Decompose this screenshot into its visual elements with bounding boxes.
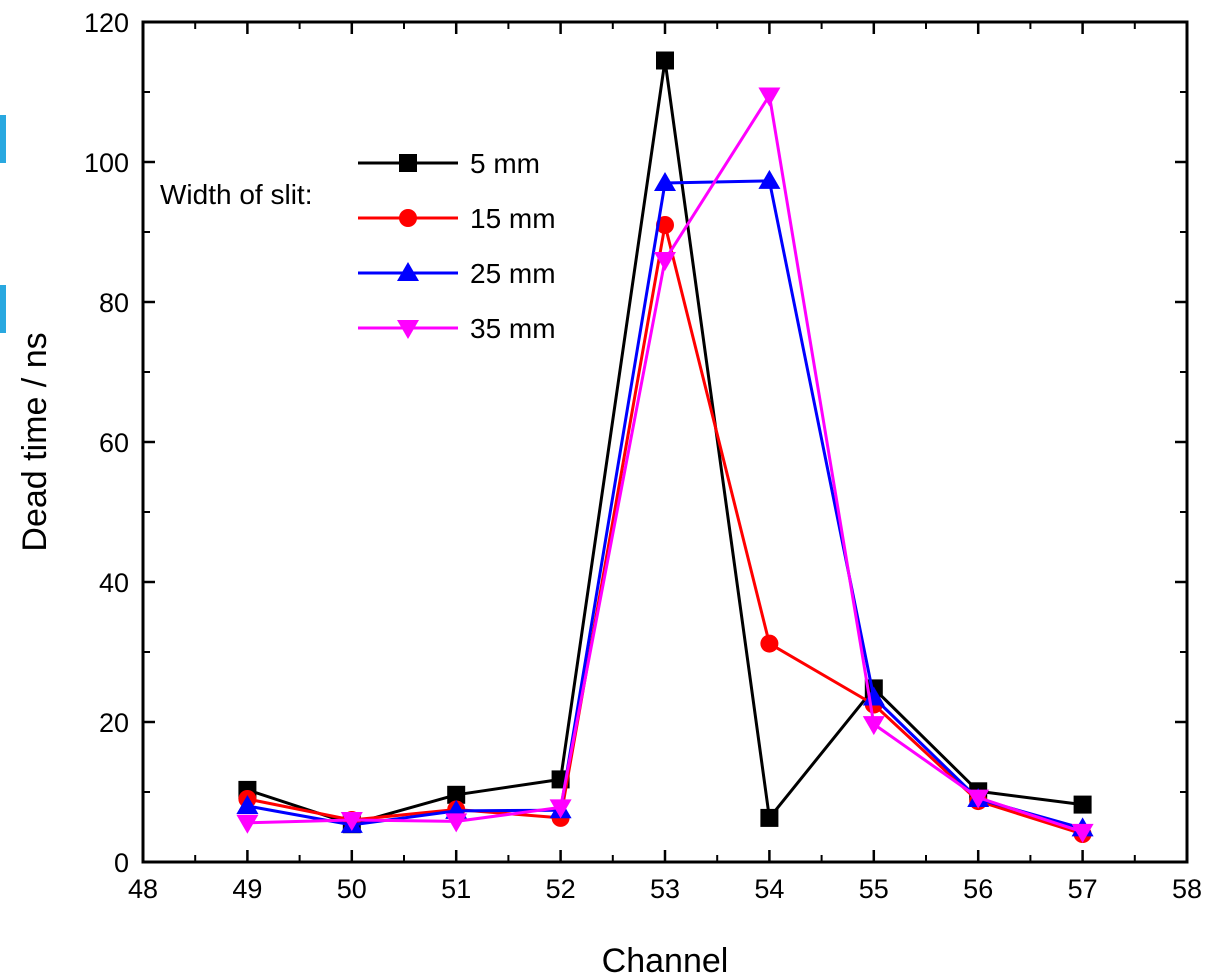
y-tick-label: 40 — [99, 568, 129, 598]
left-edge-accent-lower — [0, 285, 6, 333]
legend-swatch-marker — [399, 154, 417, 172]
data-point — [340, 812, 363, 831]
data-point — [862, 716, 885, 736]
data-point — [654, 252, 676, 271]
data-point — [862, 686, 885, 706]
y-tick-label: 60 — [99, 428, 129, 458]
x-tick-label: 50 — [337, 874, 367, 904]
data-point — [549, 799, 572, 819]
y-tick-label: 20 — [99, 708, 129, 738]
series-line — [247, 94, 1084, 834]
y-tick-label: 0 — [114, 848, 129, 878]
x-tick-label: 49 — [232, 874, 262, 904]
data-point — [656, 51, 674, 70]
data-point — [656, 216, 674, 234]
data-point — [760, 634, 779, 653]
legend-label: 15 mm — [470, 203, 556, 234]
x-tick-label: 56 — [963, 874, 993, 904]
data-point — [1071, 823, 1094, 843]
data-point — [967, 789, 990, 809]
legend-item: 25 mm — [358, 258, 556, 289]
series-1 — [238, 216, 1092, 843]
legend-label: 25 mm — [470, 258, 556, 289]
data-point — [1073, 795, 1092, 814]
x-tick-label: 54 — [754, 874, 784, 904]
legend-item: 5 mm — [358, 148, 540, 179]
data-point — [445, 813, 468, 833]
y-axis-title: Dead time / ns — [16, 332, 54, 551]
legend-swatch-marker — [397, 262, 419, 281]
x-tick-label: 57 — [1068, 874, 1098, 904]
y-tick-label: 120 — [84, 8, 129, 38]
x-axis-title: Channel — [602, 942, 729, 980]
data-point — [758, 169, 781, 189]
y-tick-label: 100 — [84, 148, 129, 178]
x-tick-label: 53 — [650, 874, 680, 904]
legend-item: 15 mm — [358, 203, 556, 234]
series-line — [247, 179, 1084, 830]
data-point — [447, 785, 466, 804]
y-tick-label: 80 — [99, 288, 129, 318]
data-point — [236, 814, 259, 834]
series-line — [247, 223, 1084, 836]
plot-frame — [141, 20, 1189, 864]
series-3 — [236, 87, 1094, 843]
data-point — [760, 808, 779, 827]
legend-label: 5 mm — [470, 148, 540, 179]
legend-title: Width of slit: — [160, 179, 312, 210]
left-edge-accent-upper — [0, 115, 6, 163]
data-point — [236, 795, 259, 814]
legend-swatch-marker — [397, 320, 419, 339]
x-tick-label: 51 — [441, 874, 471, 904]
series-0 — [238, 51, 1092, 834]
x-tick-label: 52 — [546, 874, 576, 904]
legend-swatch-marker — [399, 209, 417, 227]
x-tick-label: 55 — [859, 874, 889, 904]
legend-item: 35 mm — [358, 313, 556, 344]
x-tick-label: 58 — [1172, 874, 1202, 904]
legend-label: 35 mm — [470, 313, 556, 344]
data-point — [758, 87, 781, 107]
x-tick-label: 48 — [128, 874, 158, 904]
data-point — [654, 172, 676, 191]
